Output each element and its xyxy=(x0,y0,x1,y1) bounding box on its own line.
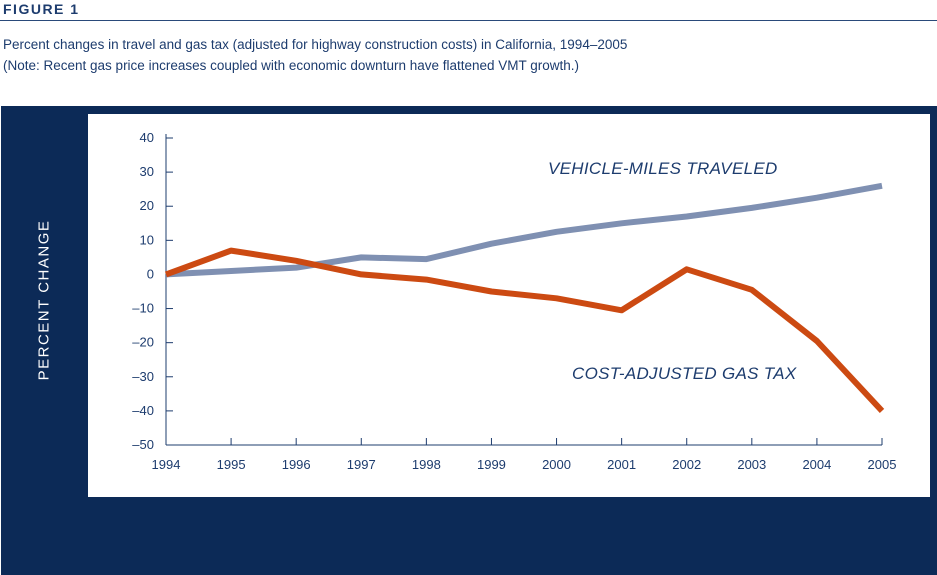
y-tick-label: 10 xyxy=(140,232,154,247)
x-tick-label: 2001 xyxy=(607,457,636,472)
gas-tax-series-line xyxy=(164,247,885,413)
x-tick-label: 1999 xyxy=(477,457,506,472)
y-tick-label: 30 xyxy=(140,164,154,179)
vmt-series-line xyxy=(165,182,883,278)
series-label-gas-tax: COST-ADJUSTED GAS TAX xyxy=(572,364,797,383)
x-tick-label: 2005 xyxy=(868,457,897,472)
figure-label: FIGURE 1 xyxy=(3,1,80,17)
y-tick-label: 40 xyxy=(140,130,154,145)
figure-rule xyxy=(0,20,937,21)
plot-area xyxy=(88,114,930,497)
y-tick-label: –20 xyxy=(132,335,154,350)
caption-line-1: Percent changes in travel and gas tax (a… xyxy=(3,37,628,52)
x-tick-label: 1998 xyxy=(412,457,441,472)
x-tick-label: 1995 xyxy=(217,457,246,472)
series-label-vmt: VEHICLE-MILES TRAVELED xyxy=(548,159,778,178)
caption-line-2: (Note: Recent gas price increases couple… xyxy=(3,58,580,73)
y-tick-label: –50 xyxy=(132,437,154,452)
x-tick-label: 1994 xyxy=(152,457,181,472)
x-tick-label: 2002 xyxy=(672,457,701,472)
y-tick-label: –10 xyxy=(132,301,154,316)
y-tick-label: –30 xyxy=(132,369,154,384)
x-tick-label: 1997 xyxy=(347,457,376,472)
x-tick-label: 2000 xyxy=(542,457,571,472)
x-tick-label: 2004 xyxy=(802,457,831,472)
y-tick-label: –40 xyxy=(132,403,154,418)
y-tick-label: 0 xyxy=(147,266,154,281)
y-tick-label: 20 xyxy=(140,198,154,213)
x-tick-label: 1996 xyxy=(282,457,311,472)
x-tick-label: 2003 xyxy=(737,457,766,472)
